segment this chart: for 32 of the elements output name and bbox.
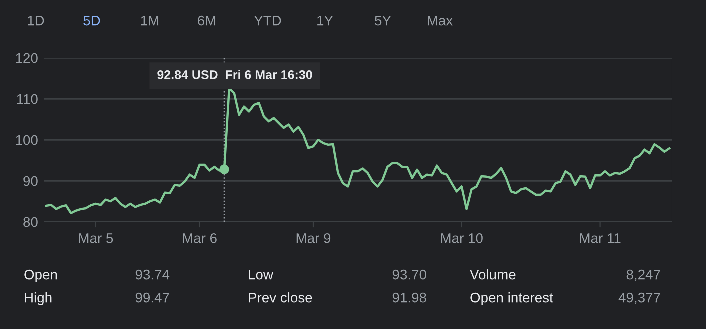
text: Low	[249, 270, 274, 280]
text: High	[25, 292, 52, 306]
text: Prev close	[249, 292, 312, 303]
text: 6M	[198, 16, 216, 26]
text: 8,247	[626, 270, 660, 282]
text: 1M	[141, 16, 159, 26]
text: 91.98	[392, 292, 426, 303]
y-tick-label: 80	[24, 217, 38, 228]
y-tick-label: 90	[24, 176, 38, 186]
text: 1Y	[318, 16, 334, 26]
text: Volume	[470, 270, 516, 280]
text: 5D	[84, 16, 100, 26]
x-tick-label: Mar 6	[183, 233, 217, 244]
text: Max	[428, 16, 453, 26]
annotation: 92.84 USD Fri 6 Mar 16:30	[158, 70, 312, 80]
text: Open interest	[470, 292, 554, 306]
text: 93.74	[136, 270, 170, 280]
x-tick-label: Mar 11	[580, 234, 621, 244]
x-tick-label: Mar 9	[296, 233, 331, 244]
text: YTD	[254, 16, 282, 26]
x-tick-label: Mar 5	[79, 234, 114, 244]
text: 5Y	[375, 16, 392, 26]
text: 49,377	[618, 292, 660, 304]
y-tick-label: 120	[16, 53, 38, 64]
text: Open	[24, 270, 58, 282]
line-series	[45, 88, 671, 214]
y-tick-label: 100	[16, 135, 38, 146]
text: 93.70	[392, 270, 426, 280]
y-tick-label: 110	[17, 94, 38, 104]
text: 99.47	[136, 292, 170, 303]
text: 1D	[28, 16, 44, 26]
x-tick-label: Mar 10	[441, 233, 483, 244]
